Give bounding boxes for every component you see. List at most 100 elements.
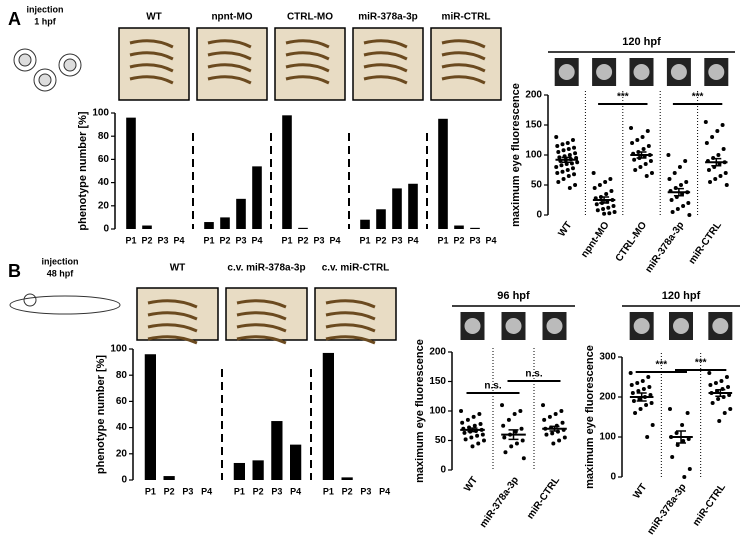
- bar: [408, 183, 418, 229]
- point: [560, 169, 565, 174]
- point: [462, 430, 467, 435]
- point: [573, 151, 578, 156]
- y-tick-label: 0: [103, 224, 109, 235]
- point: [565, 168, 570, 172]
- x-tick-label: P2: [141, 235, 152, 245]
- group-title: CTRL-MO: [287, 12, 333, 23]
- y-tick-label: 200: [429, 347, 446, 358]
- y-tick-label: 60: [98, 154, 110, 165]
- point: [686, 201, 691, 205]
- larva: [236, 299, 287, 309]
- point: [592, 186, 597, 190]
- x-tick-label: miR-378a-3p: [643, 220, 686, 275]
- point: [721, 147, 726, 151]
- x-tick-label: npnt-MO: [579, 220, 612, 260]
- embryo-drawing: [18, 53, 32, 67]
- bar: [376, 209, 386, 229]
- x-tick-label: P4: [201, 486, 212, 496]
- x-tick-label: P1: [359, 235, 370, 245]
- point: [707, 371, 712, 375]
- point: [722, 411, 727, 415]
- point: [724, 183, 729, 187]
- eye-photo: [633, 64, 650, 80]
- larva: [236, 323, 287, 333]
- x-tick-label: WT: [462, 475, 480, 494]
- bar: [204, 222, 214, 229]
- point: [556, 180, 561, 184]
- point: [459, 409, 464, 413]
- point: [471, 414, 476, 419]
- point: [675, 443, 680, 447]
- point: [555, 171, 560, 175]
- bar: [271, 421, 283, 480]
- y-tick-label: 80: [98, 131, 110, 142]
- larva: [147, 335, 198, 345]
- x-tick-label: P2: [375, 235, 386, 245]
- bar: [142, 225, 152, 229]
- point: [541, 403, 546, 408]
- larva: [285, 63, 330, 73]
- point: [561, 177, 566, 181]
- eye-photo: [712, 318, 729, 334]
- x-tick-label: P1: [145, 486, 156, 496]
- x-tick-label: P1: [281, 235, 292, 245]
- x-tick-label: P3: [391, 235, 402, 245]
- point: [476, 441, 481, 446]
- x-tick-label: P2: [219, 235, 230, 245]
- point: [469, 435, 474, 440]
- x-tick-label: P2: [453, 235, 464, 245]
- x-tick-label: miR-378a-3p: [478, 475, 521, 530]
- point: [595, 208, 600, 213]
- group-title: c.v. miR-378a-3p: [227, 263, 305, 274]
- larva: [207, 39, 252, 49]
- point: [566, 174, 571, 178]
- y-axis-label: maximum eye fluorescence: [414, 339, 426, 483]
- y-tick-label: 0: [610, 472, 616, 483]
- point: [562, 435, 567, 440]
- point: [472, 423, 477, 428]
- point: [641, 387, 646, 391]
- larva: [207, 51, 252, 61]
- point: [703, 120, 708, 124]
- x-tick-label: P1: [323, 486, 334, 496]
- y-tick-label: 0: [536, 210, 542, 221]
- point: [591, 171, 596, 175]
- point: [608, 177, 613, 181]
- point: [645, 435, 650, 439]
- bar: [233, 462, 245, 480]
- larva: [325, 335, 376, 345]
- x-tick-label: P1: [203, 235, 214, 245]
- point: [635, 138, 640, 142]
- point: [687, 213, 692, 217]
- group-title: miR-378a-3p: [358, 12, 417, 23]
- point: [575, 160, 580, 165]
- point: [644, 403, 649, 407]
- point: [518, 409, 523, 413]
- y-axis-label: phenotype number [%]: [77, 111, 89, 231]
- point: [559, 163, 564, 168]
- eye-photo: [633, 318, 650, 334]
- point: [629, 383, 634, 387]
- point: [602, 211, 607, 216]
- y-tick-label: 20: [98, 200, 110, 211]
- eye-photo: [596, 64, 613, 80]
- point: [480, 432, 485, 437]
- point: [506, 417, 511, 422]
- injection-note: 1 hpf: [34, 16, 57, 26]
- point: [713, 177, 718, 181]
- y-tick-label: 40: [98, 177, 110, 188]
- point: [644, 174, 649, 178]
- y-tick-label: 200: [525, 90, 542, 101]
- point: [641, 147, 646, 151]
- point: [519, 426, 524, 431]
- bar: [454, 225, 464, 229]
- larva: [325, 311, 376, 321]
- bar: [470, 227, 480, 229]
- larva: [441, 63, 486, 73]
- bar: [282, 115, 292, 229]
- significance-label: ***: [695, 358, 707, 369]
- significance-label: ***: [655, 360, 667, 371]
- error-bar: [673, 187, 684, 197]
- error-bar: [549, 425, 560, 432]
- point: [460, 420, 465, 425]
